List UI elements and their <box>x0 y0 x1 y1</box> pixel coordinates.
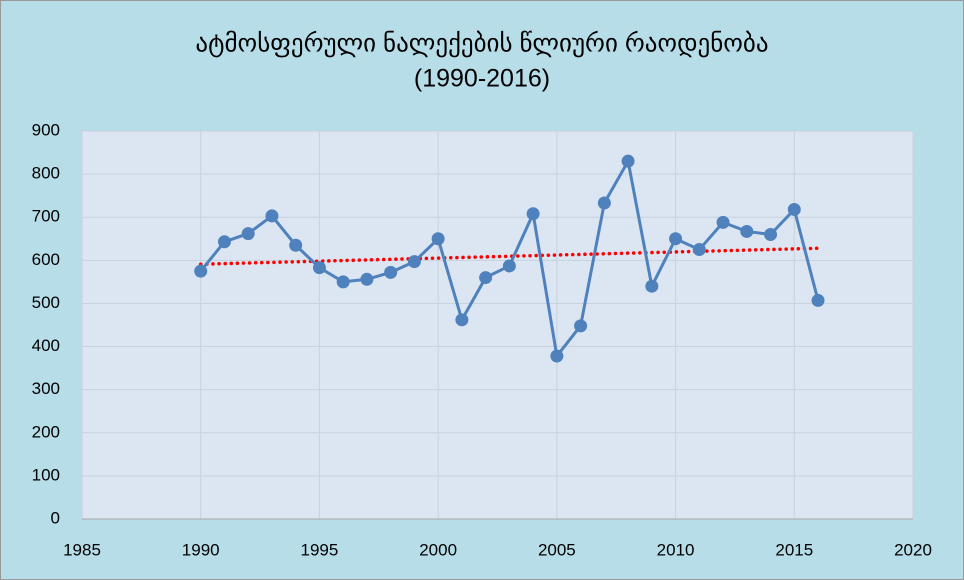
marker <box>645 279 659 293</box>
marker <box>597 196 611 210</box>
x-tick-label: 1985 <box>63 540 101 559</box>
x-tick-label: 1995 <box>301 540 339 559</box>
chart-title: (1990-2016) <box>414 65 550 93</box>
marker <box>502 259 516 273</box>
y-tick-label: 200 <box>32 422 60 441</box>
y-tick-label: 500 <box>32 293 60 312</box>
trendline <box>198 246 820 266</box>
marker <box>740 224 754 238</box>
marker <box>716 215 730 229</box>
marker <box>431 232 445 246</box>
y-tick-label: 300 <box>32 379 60 398</box>
marker <box>669 232 683 246</box>
marker <box>241 227 255 241</box>
y-tick-label: 100 <box>32 465 60 484</box>
y-tick-label: 800 <box>32 164 60 183</box>
marker <box>526 207 540 221</box>
plot-area <box>82 131 913 519</box>
marker <box>360 272 374 286</box>
x-tick-label: 2000 <box>419 540 457 559</box>
marker <box>312 261 326 275</box>
y-tick-label: 900 <box>32 120 60 139</box>
marker <box>574 319 588 333</box>
marker <box>787 202 801 216</box>
x-tick-label: 2015 <box>775 540 813 559</box>
marker <box>455 313 469 327</box>
marker <box>764 227 778 241</box>
x-tick-label: 2005 <box>538 540 576 559</box>
marker <box>336 275 350 289</box>
marker <box>692 243 706 257</box>
marker <box>407 255 421 269</box>
x-tick-label: 2010 <box>657 540 695 559</box>
marker <box>621 154 635 168</box>
marker <box>217 235 231 249</box>
marker <box>384 265 398 279</box>
chart-title: ატმოსფერული ნალექების წლიური რაოდენობა <box>195 30 768 58</box>
y-tick-label: 0 <box>51 508 60 527</box>
marker <box>289 238 303 252</box>
y-tick-label: 600 <box>32 250 60 269</box>
marker <box>479 271 493 285</box>
x-tick-label: 1990 <box>182 540 220 559</box>
marker <box>265 209 279 223</box>
x-tick-label: 2020 <box>894 540 932 559</box>
marker <box>550 349 564 363</box>
y-tick-label: 700 <box>32 207 60 226</box>
marker <box>194 264 208 278</box>
y-tick-label: 400 <box>32 336 60 355</box>
marker <box>811 293 825 307</box>
